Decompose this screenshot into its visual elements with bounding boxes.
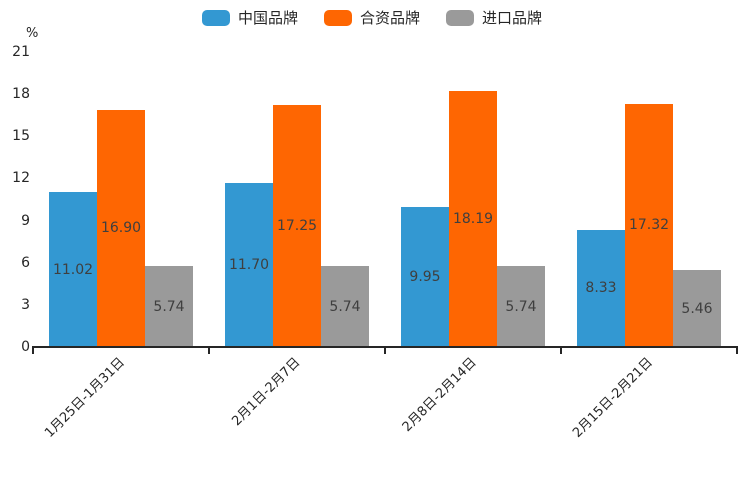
y-tick-label: 3 [21,296,30,313]
bar-import-brand [145,266,193,347]
chart-legend: 中国品牌 合资品牌 进口品牌 [0,6,744,30]
y-tick-label: 9 [21,212,30,229]
bar-import-brand [321,266,369,347]
y-tick-label: 0 [21,339,30,355]
bar-value-label: 11.70 [228,256,270,273]
legend-item-import-brand: 进口品牌 [446,10,542,26]
bar-china-brand [225,182,273,347]
legend-item-china-brand: 中国品牌 [201,8,298,27]
bar-value-label: 17.25 [276,217,318,234]
x-axis-tick [208,348,210,354]
legend-swatch-icon [201,10,230,26]
bar-china-brand [49,192,97,347]
bar-value-label: 5.74 [153,298,185,315]
bar-china-brand [401,207,449,347]
y-tick-label: 15 [12,128,30,145]
x-axis-tick [384,348,386,354]
legend-item-joint-venture-brand: 合资品牌 [323,8,420,27]
bar-value-label: 5.74 [505,298,537,315]
bar-value-label: 17.32 [628,217,670,234]
y-tick-label: 6 [21,254,30,271]
y-tick-label: 12 [12,170,30,187]
y-tick-label: 18 [12,86,30,103]
bar-import-brand [673,270,721,347]
legend-label: 合资品牌 [359,8,420,27]
bar-china-brand [577,229,625,347]
bar-joint-venture-brand [97,109,145,347]
legend-label: 进口品牌 [482,8,543,27]
bar-joint-venture-brand [625,103,673,347]
legend-swatch-icon [323,10,352,26]
bar-import-brand [497,266,545,347]
bar-joint-venture-brand [449,91,497,347]
bar-value-label: 11.02 [52,261,94,278]
x-axis-label: 1月25日-1月31日 [41,355,128,441]
x-axis-tick [736,348,738,354]
x-axis-line [32,346,738,348]
bar-value-label: 5.74 [329,298,361,315]
x-axis-label: 2月8日-2月14日 [399,355,480,435]
x-axis-tick [560,348,562,354]
bar-value-label: 8.33 [585,280,617,297]
bar-value-label: 9.95 [409,269,441,286]
y-tick-label: 21 [12,44,30,60]
bar-joint-venture-brand [273,104,321,347]
bar-value-label: 16.90 [100,220,142,237]
legend-label: 中国品牌 [237,8,298,27]
legend-swatch-icon [446,10,474,26]
bar-value-label: 18.19 [452,211,494,228]
bar-value-label: 5.46 [681,300,713,317]
x-axis-label: 2月1日-2月7日 [229,355,304,430]
x-axis-tick [32,348,34,354]
x-axis-label: 2月15日-2月21日 [569,355,656,441]
y-axis-unit-label: % [26,26,39,41]
